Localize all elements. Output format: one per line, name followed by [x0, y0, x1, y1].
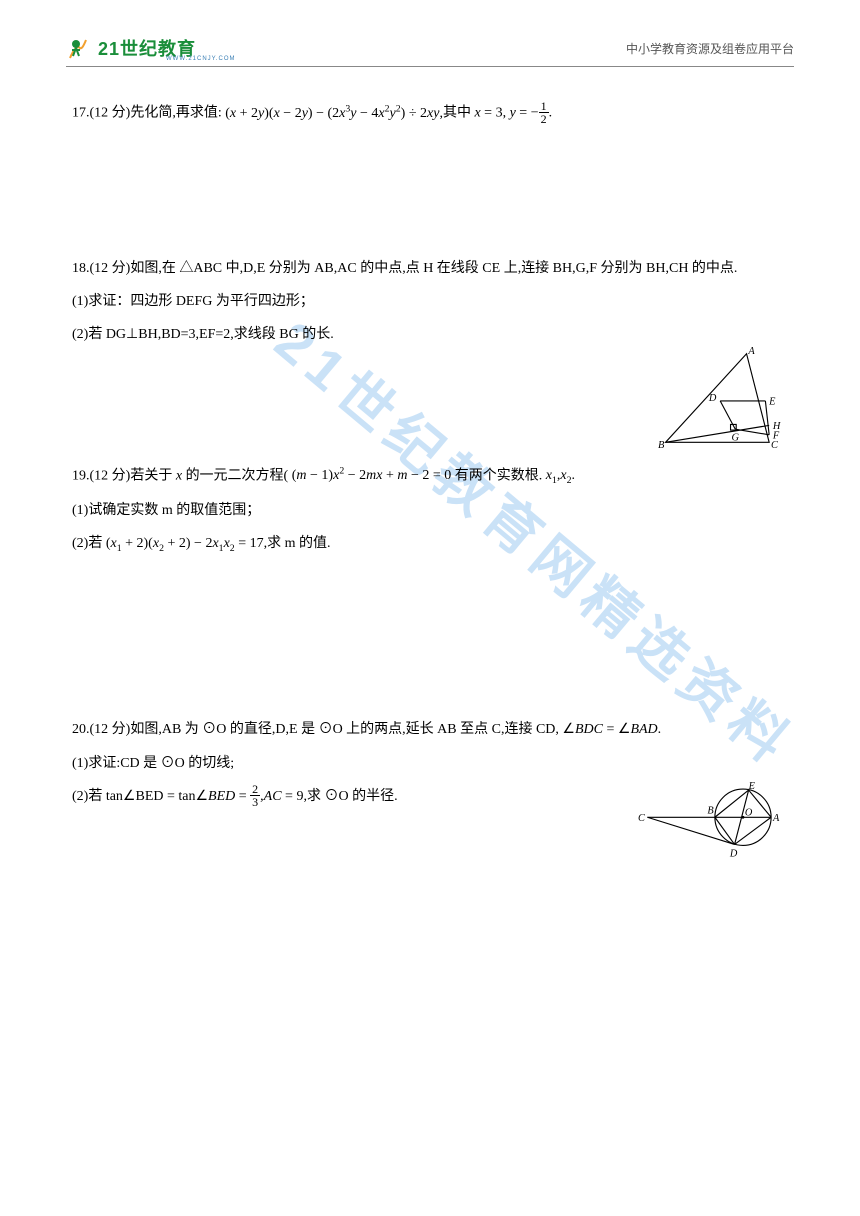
- header-rule: [66, 66, 794, 67]
- svg-text:B: B: [658, 439, 665, 450]
- p18-q1: (1)求证：四边形 DEFG 为平行四边形；: [72, 289, 788, 314]
- svg-text:D: D: [729, 849, 738, 860]
- p18-number: 18: [72, 261, 86, 276]
- p20-stem: 如图,AB 为 ⊙O 的直径,D,E 是 ⊙O 上的两点,延长 AB 至点 C,…: [130, 722, 661, 737]
- p17-cond: 其中 x = 3, y = −: [443, 106, 539, 121]
- p19-q2: (2)若 (x1 + 2)(x2 + 2) − 2x1x2 = 17,求 m 的…: [72, 531, 788, 557]
- page-header: 21世纪教育 WWW.21CNJY.COM 中小学教育资源及组卷应用平台: [66, 34, 794, 62]
- p17-lead: 先化简,再求值:: [130, 106, 221, 121]
- logo-sub: WWW.21CNJY.COM: [166, 56, 236, 62]
- p17-expr: (x + 2y)(x − 2y) − (2x3y − 4x2y2) ÷ 2xy,: [225, 106, 443, 121]
- problem-18: 18.(12 分)如图,在 △ABC 中,D,E 分别为 AB,AC 的中点,点…: [72, 256, 788, 348]
- p19-number: 19: [72, 468, 86, 483]
- svg-text:O: O: [745, 807, 753, 818]
- svg-text:C: C: [638, 813, 645, 824]
- p19-stem-a: 若关于: [130, 468, 172, 483]
- svg-text:F: F: [772, 430, 780, 441]
- p17-number: 17: [72, 106, 86, 121]
- p19-var: x: [176, 468, 182, 483]
- p20-number: 20: [72, 722, 86, 737]
- header-right-text: 中小学教育资源及组卷应用平台: [626, 40, 794, 57]
- p20-q1: (1)求证:CD 是 ⊙O 的切线;: [72, 751, 788, 776]
- p18-points: 12 分: [94, 261, 126, 276]
- svg-text:A: A: [772, 813, 780, 824]
- p19-points: 12 分: [94, 468, 126, 483]
- logo-icon: [66, 34, 94, 62]
- p18-stem: 如图,在 △ABC 中,D,E 分别为 AB,AC 的中点,点 H 在线段 CE…: [130, 261, 737, 276]
- svg-text:E: E: [748, 781, 756, 792]
- problem-20: 20.(12 分)如图,AB 为 ⊙O 的直径,D,E 是 ⊙O 上的两点,延长…: [72, 717, 788, 809]
- p19-roots: x1,x2.: [542, 468, 575, 483]
- p17-tail: .: [549, 106, 553, 121]
- svg-text:G: G: [731, 432, 739, 443]
- p19-stem-c: 有两个实数根.: [451, 468, 542, 483]
- p20-figure: C A B O D E: [638, 779, 788, 872]
- svg-text:D: D: [708, 392, 717, 403]
- svg-text:E: E: [768, 396, 776, 407]
- p20-points: 12 分: [94, 722, 126, 737]
- problem-17: 17.(12 分)先化简,再求值: (x + 2y)(x − 2y) − (2x…: [72, 100, 788, 126]
- p19-q1: (1)试确定实数 m 的取值范围；: [72, 498, 788, 523]
- svg-text:A: A: [747, 345, 755, 356]
- p17-points: 12 分: [94, 106, 126, 121]
- p19-expr: (m − 1)x2 − 2mx + m − 2 = 0: [292, 468, 452, 483]
- p19-stem-b: 的一元二次方程(: [186, 468, 289, 483]
- problem-19: 19.(12 分)若关于 x 的一元二次方程( (m − 1)x2 − 2mx …: [72, 463, 788, 558]
- p18-figure: A B C D E H G F: [658, 344, 788, 463]
- p17-frac: 12: [539, 100, 549, 125]
- svg-text:B: B: [707, 806, 714, 817]
- svg-text:C: C: [771, 439, 778, 450]
- content-area: 17.(12 分)先化简,再求值: (x + 2y)(x − 2y) − (2x…: [72, 100, 788, 872]
